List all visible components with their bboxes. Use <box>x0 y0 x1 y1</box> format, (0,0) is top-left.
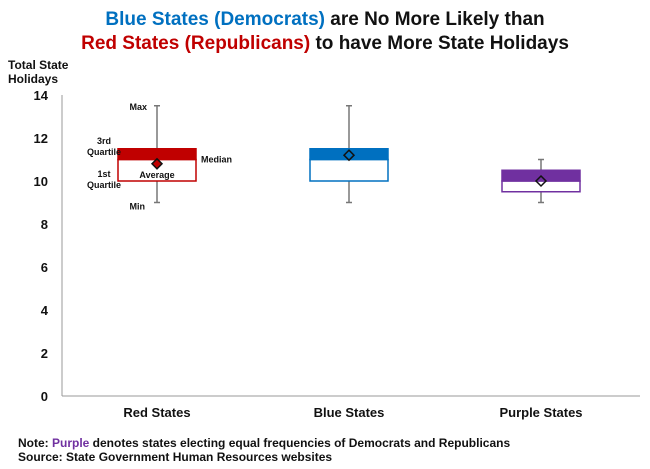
y-tick-label: 10 <box>34 174 48 189</box>
annotation-q3: Quartile <box>87 147 121 157</box>
y-tick-label: 4 <box>41 303 49 318</box>
average-marker <box>534 174 548 188</box>
annotation-median: Median <box>201 155 232 165</box>
annotation-q3: 3rd <box>97 136 111 146</box>
average-marker <box>150 157 164 170</box>
y-tick-label: 8 <box>41 217 48 232</box>
y-tick-label: 14 <box>34 88 49 103</box>
annotation-average: Average <box>139 170 174 180</box>
y-axis-label: Total State Holidays <box>8 58 69 86</box>
y-tick-label: 2 <box>41 346 48 361</box>
footnote: Note: Purple denotes states electing equ… <box>18 436 510 464</box>
y-tick-label: 0 <box>41 389 48 404</box>
box-lower <box>309 158 389 182</box>
note-prefix: Note: <box>18 436 52 450</box>
title-red: Red States (Republicans) <box>81 33 311 54</box>
annotation-q1: 1st <box>97 169 110 179</box>
average-marker <box>342 149 356 162</box>
note-text: denotes states electing equal frequencie… <box>89 436 511 450</box>
annotation-q1: Quartile <box>87 180 121 190</box>
annotation-max: Max <box>129 102 147 112</box>
y-tick-label: 12 <box>34 131 48 146</box>
note-purple: Purple <box>52 436 90 450</box>
x-tick-label: Purple States <box>499 405 582 420</box>
source-note: Source: State Government Human Resources… <box>18 450 333 464</box>
title-text: are No More Likely than <box>325 9 545 30</box>
title-blue: Blue States (Democrats) <box>105 9 325 30</box>
x-tick-label: Red States <box>123 405 190 420</box>
y-tick-label: 6 <box>41 260 48 275</box>
annotation-min: Min <box>130 202 146 212</box>
chart-title: Blue States (Democrats) are No More Like… <box>0 8 650 56</box>
title-text: to have More State Holidays <box>310 33 569 54</box>
x-tick-label: Blue States <box>314 405 385 420</box>
